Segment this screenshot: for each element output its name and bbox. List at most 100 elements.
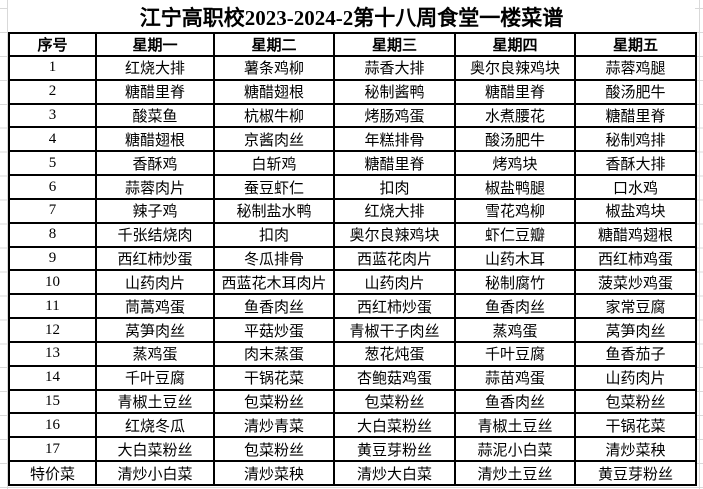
table-row: 8 千张结烧肉 扣肉 奥尔良辣鸡块 虾仁豆瓣 糖醋鸡翅根	[8, 221, 697, 248]
dish-cell: 山药肉片	[333, 269, 456, 296]
dish-cell: 口水鸡	[574, 174, 697, 200]
table-row: 10 山药肉片 西蓝花木耳肉片 山药肉片 秘制腐竹 菠菜炒鸡蛋	[8, 269, 697, 296]
dish-cell: 葱花炖蛋	[333, 340, 456, 367]
dish-cell: 酸菜鱼	[95, 102, 215, 129]
dish-cell: 杭椒牛柳	[213, 102, 335, 129]
dish-cell: 秘制鸡排	[574, 126, 697, 153]
table-row: 14 千叶豆腐 干锅花菜 杏鲍菇鸡蛋 蒜苗鸡蛋 山药肉片	[8, 364, 697, 391]
dish-cell: 糖醋里脊	[95, 78, 215, 105]
row-number-cell: 8	[8, 221, 97, 248]
dish-cell: 糖醋鸡翅根	[574, 221, 697, 248]
dish-cell: 莴笋肉丝	[95, 317, 215, 343]
dish-cell: 清炒菜秧	[213, 460, 335, 486]
dish-cell: 辣子鸡	[95, 197, 215, 224]
dish-cell: 清炒青菜	[213, 412, 335, 439]
dish-cell: 肉末蒸蛋	[213, 340, 335, 367]
dish-cell: 鱼香肉丝	[454, 293, 576, 320]
table-row: 12 莴笋肉丝 平菇炒蛋 青椒干子肉丝 蒸鸡蛋 莴笋肉丝	[8, 317, 697, 343]
dish-cell: 包菜粉丝	[213, 436, 335, 463]
table-row: 16 红烧冬瓜 清炒青菜 大白菜粉丝 青椒土豆丝 干锅花菜	[8, 412, 697, 439]
dish-cell: 西蓝花木耳肉片	[213, 269, 335, 296]
dish-cell: 青椒干子肉丝	[333, 317, 456, 343]
row-number-cell: 7	[8, 197, 97, 224]
dish-cell: 包菜粉丝	[213, 388, 335, 415]
dish-cell: 山药木耳	[454, 245, 576, 272]
dish-cell: 薯条鸡柳	[213, 55, 335, 81]
table-row: 17 大白菜粉丝 包菜粉丝 黄豆芽粉丝 蒜泥小白菜 清炒菜秧	[8, 436, 697, 463]
table-row: 11 茼蒿鸡蛋 鱼香肉丝 西红柿炒蛋 鱼香肉丝 家常豆腐	[8, 293, 697, 320]
row-number-cell: 2	[8, 78, 97, 105]
dish-cell: 杏鲍菇鸡蛋	[333, 364, 456, 391]
dish-cell: 扣肉	[333, 174, 456, 200]
dish-cell: 鱼香茄子	[574, 340, 697, 367]
dish-cell: 蒜蓉鸡腿	[574, 55, 697, 81]
dish-cell: 包菜粉丝	[574, 388, 697, 415]
table-row: 5 香酥鸡 白斩鸡 糖醋里脊 烤鸡块 香酥大排	[8, 150, 697, 177]
table-row: 2 糖醋里脊 糖醋翅根 秘制酱鸭 糖醋里脊 酸汤肥牛	[8, 78, 697, 105]
dish-cell: 水煮腰花	[454, 102, 576, 129]
dish-cell: 酸汤肥牛	[454, 126, 576, 153]
table-row: 4 糖醋翅根 京酱肉丝 年糕排骨 酸汤肥牛 秘制鸡排	[8, 126, 697, 153]
dish-cell: 山药肉片	[574, 364, 697, 391]
dish-cell: 西红柿鸡蛋	[574, 245, 697, 272]
dish-cell: 西红柿炒蛋	[95, 245, 215, 272]
table-row: 9 西红柿炒蛋 冬瓜排骨 西蓝花肉片 山药木耳 西红柿鸡蛋	[8, 245, 697, 272]
margin-gridline-left	[7, 0, 8, 489]
column-header-day: 星期三	[333, 32, 456, 57]
table-row: 15 青椒土豆丝 包菜粉丝 包菜粉丝 鱼香肉丝 包菜粉丝	[8, 388, 697, 415]
dish-cell: 奥尔良辣鸡块	[333, 221, 456, 248]
dish-cell: 蒸鸡蛋	[95, 340, 215, 367]
dish-cell: 大白菜粉丝	[95, 436, 215, 463]
row-number-cell: 13	[8, 340, 97, 367]
dish-cell: 虾仁豆瓣	[454, 221, 576, 248]
dish-cell: 白斩鸡	[213, 150, 335, 177]
dish-cell: 蒜泥小白菜	[454, 436, 576, 463]
dish-cell: 西红柿炒蛋	[333, 293, 456, 320]
dish-cell: 菠菜炒鸡蛋	[574, 269, 697, 296]
dish-cell: 西蓝花肉片	[333, 245, 456, 272]
dish-cell: 奥尔良辣鸡块	[454, 55, 576, 81]
column-header-index: 序号	[8, 32, 97, 57]
dish-cell: 红烧大排	[333, 197, 456, 224]
table-row: 1 红烧大排 薯条鸡柳 蒜香大排 奥尔良辣鸡块 蒜蓉鸡腿	[8, 55, 697, 81]
dish-cell: 青椒土豆丝	[95, 388, 215, 415]
dish-cell: 茼蒿鸡蛋	[95, 293, 215, 320]
row-number-cell: 6	[8, 174, 97, 200]
dish-cell: 秘制盐水鸭	[213, 197, 335, 224]
dish-cell: 平菇炒蛋	[213, 317, 335, 343]
dish-cell: 蒸鸡蛋	[454, 317, 576, 343]
table-row: 7 辣子鸡 秘制盐水鸭 红烧大排 雪花鸡柳 椒盐鸡块	[8, 197, 697, 224]
dish-cell: 糖醋翅根	[95, 126, 215, 153]
dish-cell: 蒜蓉肉片	[95, 174, 215, 200]
dish-cell: 千叶豆腐	[454, 340, 576, 367]
column-header-day: 星期二	[213, 32, 335, 57]
page-title: 江宁高职校2023-2024-2第十八周食堂一楼菜谱	[8, 4, 695, 32]
dish-cell: 冬瓜排骨	[213, 245, 335, 272]
dish-cell: 烤肠鸡蛋	[333, 102, 456, 129]
dish-cell: 烤鸡块	[454, 150, 576, 177]
row-number-cell: 3	[8, 102, 97, 129]
dish-cell: 秘制酱鸭	[333, 78, 456, 105]
row-number-cell: 12	[8, 317, 97, 343]
row-number-cell: 16	[8, 412, 97, 439]
menu-table-head: 序号 星期一 星期二 星期三 星期四 星期五	[8, 32, 697, 57]
dish-cell: 干锅花菜	[213, 364, 335, 391]
dish-cell: 干锅花菜	[574, 412, 697, 439]
dish-cell: 椒盐鸡块	[574, 197, 697, 224]
dish-cell: 黄豆芽粉丝	[333, 436, 456, 463]
menu-table: 序号 星期一 星期二 星期三 星期四 星期五 1 红烧大排 薯条鸡柳 蒜香大排 奥尔良辣鸡块 蒜蓉鸡…	[8, 32, 697, 486]
dish-cell: 山药肉片	[95, 269, 215, 296]
dish-cell: 蚕豆虾仁	[213, 174, 335, 200]
dish-cell: 酸汤肥牛	[574, 78, 697, 105]
dish-cell: 红烧大排	[95, 55, 215, 81]
dish-cell: 糖醋翅根	[213, 78, 335, 105]
dish-cell: 青椒土豆丝	[454, 412, 576, 439]
dish-cell: 蒜苗鸡蛋	[454, 364, 576, 391]
dish-cell: 椒盐鸭腿	[454, 174, 576, 200]
dish-cell: 千叶豆腐	[95, 364, 215, 391]
dish-cell: 千张结烧肉	[95, 221, 215, 248]
column-header-day: 星期五	[574, 32, 697, 57]
row-number-cell: 17	[8, 436, 97, 463]
dish-cell: 蒜香大排	[333, 55, 456, 81]
